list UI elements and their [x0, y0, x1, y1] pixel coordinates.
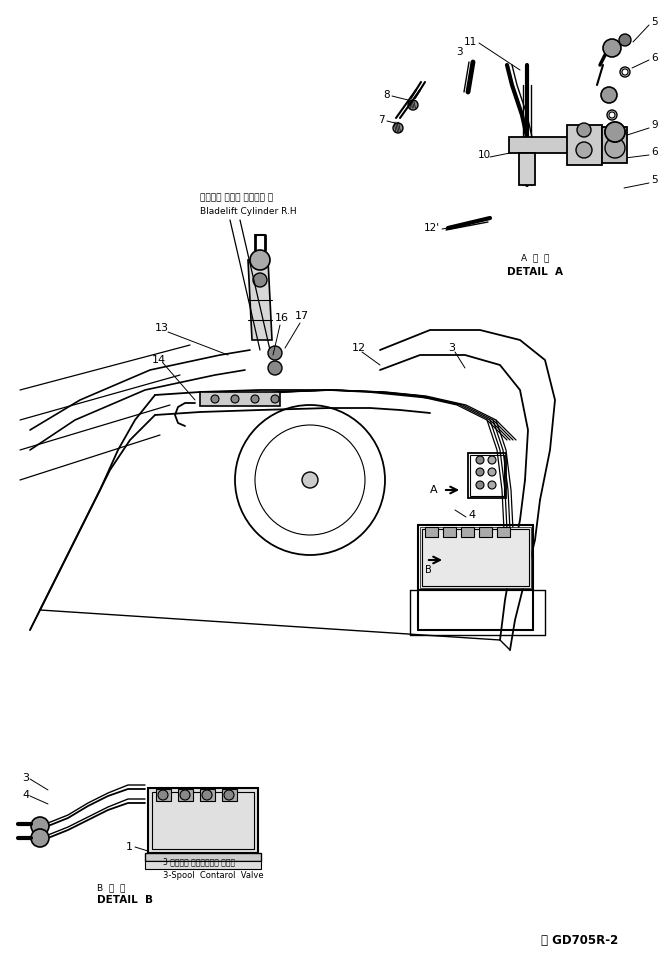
Text: 9: 9: [651, 120, 658, 130]
Text: Bladelift Cylinder R.H: Bladelift Cylinder R.H: [200, 207, 297, 217]
Bar: [145, 861, 261, 869]
Circle shape: [601, 87, 617, 103]
Circle shape: [253, 273, 267, 287]
Circle shape: [250, 250, 270, 270]
Circle shape: [202, 790, 212, 800]
Bar: [567, 125, 602, 165]
Text: 3: 3: [457, 47, 463, 57]
Circle shape: [476, 456, 484, 464]
Circle shape: [180, 790, 190, 800]
Bar: [470, 455, 504, 496]
Text: 12: 12: [352, 343, 366, 353]
Text: 3: 3: [448, 343, 455, 353]
Bar: [468, 453, 506, 498]
Text: 4: 4: [22, 790, 29, 800]
Circle shape: [605, 122, 625, 142]
Bar: [418, 525, 533, 590]
Text: 4: 4: [468, 510, 475, 520]
Text: 16: 16: [275, 313, 289, 323]
Bar: [156, 789, 171, 801]
Text: 1: 1: [126, 842, 133, 852]
Circle shape: [609, 112, 615, 118]
Circle shape: [211, 395, 219, 403]
Bar: [422, 529, 529, 586]
Text: 3 スプール コントロール バルブ: 3 スプール コントロール バルブ: [163, 858, 235, 866]
Text: DETAIL  B: DETAIL B: [97, 895, 153, 905]
Circle shape: [31, 817, 49, 835]
Text: 2: 2: [202, 792, 209, 802]
Circle shape: [158, 790, 168, 800]
Text: 5: 5: [651, 175, 658, 185]
Bar: [420, 527, 531, 588]
Circle shape: [605, 138, 625, 158]
Circle shape: [619, 34, 631, 46]
Text: B  詳  組: B 詳 組: [97, 883, 125, 893]
Circle shape: [408, 100, 418, 110]
Text: 7: 7: [378, 115, 385, 125]
Text: A: A: [430, 485, 438, 495]
Bar: [479, 527, 492, 537]
Text: 17: 17: [295, 311, 309, 321]
Circle shape: [607, 110, 617, 120]
Circle shape: [302, 472, 318, 488]
Circle shape: [268, 361, 282, 375]
Circle shape: [476, 468, 484, 476]
Polygon shape: [248, 260, 272, 340]
Circle shape: [393, 123, 403, 133]
Text: ブレード リフト シリンダ 右: ブレード リフト シリンダ 右: [200, 194, 273, 202]
Circle shape: [576, 142, 592, 158]
Text: 13: 13: [155, 323, 169, 333]
Circle shape: [231, 395, 239, 403]
Circle shape: [190, 794, 202, 806]
Text: 10: 10: [478, 150, 491, 160]
Text: 14: 14: [152, 355, 166, 365]
Text: ⓘ GD705R-2: ⓘ GD705R-2: [541, 933, 618, 946]
Circle shape: [620, 67, 630, 77]
Bar: [200, 392, 280, 406]
Circle shape: [622, 69, 628, 75]
Bar: [443, 527, 456, 537]
Circle shape: [488, 468, 496, 476]
Text: 3: 3: [22, 773, 29, 783]
Circle shape: [476, 481, 484, 489]
Bar: [152, 792, 254, 849]
Circle shape: [31, 829, 49, 847]
Text: B: B: [425, 565, 432, 575]
Bar: [200, 789, 215, 801]
Bar: [145, 853, 261, 861]
Text: 6: 6: [651, 147, 658, 157]
Bar: [461, 527, 474, 537]
Polygon shape: [509, 137, 572, 153]
Circle shape: [271, 395, 279, 403]
Circle shape: [224, 790, 234, 800]
Bar: [497, 527, 510, 537]
Circle shape: [251, 395, 259, 403]
Bar: [178, 789, 193, 801]
Text: 6: 6: [651, 53, 658, 63]
Circle shape: [193, 797, 199, 803]
Polygon shape: [519, 153, 535, 185]
Circle shape: [605, 122, 625, 142]
Bar: [222, 789, 237, 801]
Bar: [148, 788, 258, 853]
Text: A  詳  組: A 詳 組: [521, 253, 549, 263]
Bar: [425, 527, 438, 537]
Text: 5: 5: [651, 17, 658, 27]
Circle shape: [268, 346, 282, 360]
Circle shape: [488, 481, 496, 489]
Text: 11: 11: [464, 37, 477, 47]
Text: 12': 12': [424, 223, 440, 233]
Circle shape: [603, 39, 621, 57]
Circle shape: [488, 456, 496, 464]
Circle shape: [577, 123, 591, 137]
Bar: [602, 127, 627, 163]
Text: DETAIL  A: DETAIL A: [507, 267, 563, 277]
Text: 3-Spool  Contarol  Valve: 3-Spool Contarol Valve: [163, 871, 264, 880]
Text: 8: 8: [384, 90, 390, 100]
